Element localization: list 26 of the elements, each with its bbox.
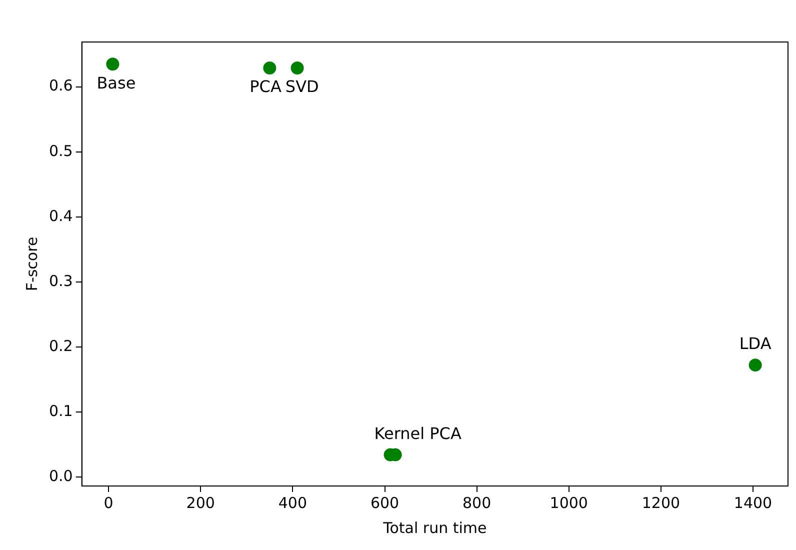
x-axis-title: Total run time <box>382 518 487 537</box>
x-tick-label: 400 <box>278 494 308 512</box>
point <box>106 58 120 71</box>
point <box>290 62 304 75</box>
x-tick-label: 200 <box>186 494 215 512</box>
annotation: LDA <box>739 334 772 354</box>
x-tick-label: 600 <box>370 494 400 512</box>
x-tick-label: 0 <box>104 494 114 512</box>
annotation: Kernel PCA <box>374 424 462 443</box>
x-tick-label: 1000 <box>550 494 588 512</box>
y-tick-label: 0.4 <box>48 206 73 225</box>
x-tick-label: 1200 <box>642 494 680 512</box>
y-tick-label: 0.1 <box>48 402 73 420</box>
y-tick-label: 0.2 <box>48 336 73 355</box>
y-tick-label: 0.6 <box>48 76 73 95</box>
point <box>263 62 276 75</box>
y-tick-label: 0.5 <box>48 142 73 160</box>
point <box>748 358 762 372</box>
y-axis-title: F-score <box>22 236 41 292</box>
annotation: PCA <box>250 77 282 96</box>
annotation: SVD <box>285 77 319 96</box>
y-tick-label: 0.3 <box>48 272 73 290</box>
x-tick-label: 800 <box>462 494 492 512</box>
y-tick-label: 0.0 <box>48 466 73 485</box>
annotation: Base <box>96 73 136 92</box>
x-tick-label: 1400 <box>734 494 772 512</box>
